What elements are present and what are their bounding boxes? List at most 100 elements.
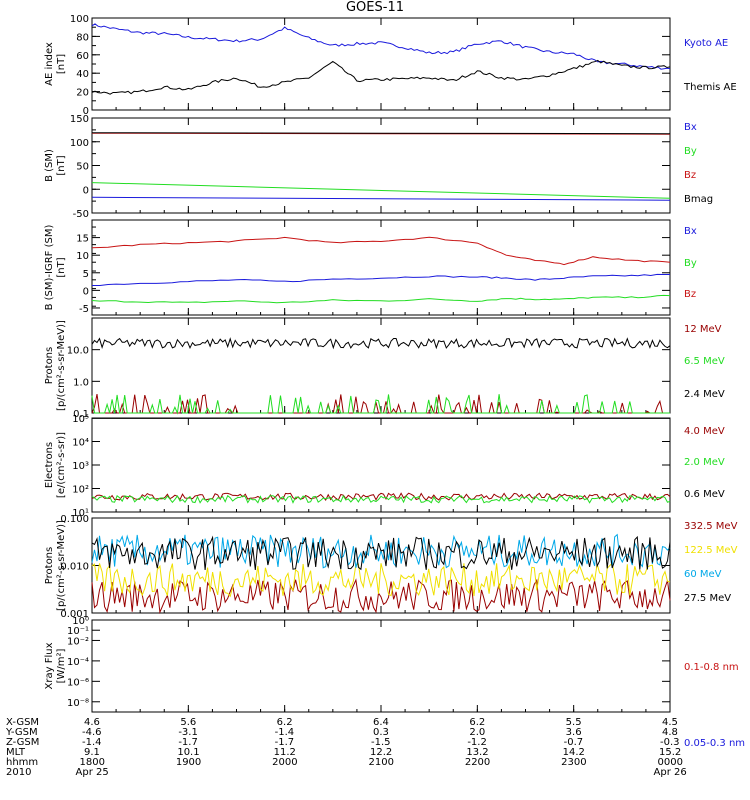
legend-entry: 332.5 MeV [684, 521, 738, 532]
ephemeris-cell: -1.7 [178, 737, 198, 748]
series-line [91, 132, 671, 135]
y-tick-label: 50 [76, 162, 89, 173]
panel-frame [91, 317, 671, 414]
ephemeris-cell: Apr 25 [75, 767, 109, 778]
y-tick-label: 10⁴ [72, 438, 89, 449]
y-tick-label: 10² [72, 485, 89, 496]
ephemeris-cell: -1.4 [82, 737, 102, 748]
series-line [91, 236, 671, 266]
y-tick-label: 10⁻⁶ [67, 677, 89, 688]
y-axis-label: Protons [44, 347, 55, 384]
y-tick-label: 0.1 [73, 409, 89, 420]
series-line [91, 494, 671, 504]
y-axis-label: Xray Flux [44, 642, 55, 689]
ephemeris-cell: 14.2 [562, 747, 585, 758]
ephemeris-cell: 4.6 [84, 717, 100, 728]
legend-entry: By [684, 258, 697, 269]
ephemeris-cell: 9.1 [84, 747, 100, 758]
legend-entry: 6.5 MeV [684, 356, 725, 367]
ephemeris-cell: -1.4 [274, 727, 295, 738]
legend-entry: 60 MeV [684, 569, 722, 580]
y-tick-label: 0.010 [60, 562, 89, 573]
series-line [91, 182, 671, 199]
page-title: GOES-11 [345, 0, 404, 15]
y-tick-label: 0.001 [60, 609, 89, 620]
y-axis-label: AE index [44, 42, 55, 86]
ephemeris-cell: 0.3 [373, 727, 389, 738]
legend-entry: 27.5 MeV [684, 593, 732, 604]
y-tick-label: 10³ [72, 461, 89, 472]
y-tick-label: 20 [76, 88, 89, 99]
panel-frame [91, 17, 671, 111]
y-tick-label: 10.0 [67, 346, 89, 357]
y-axis-label: [p/(cm²-s-sr-MeV)] [56, 320, 67, 411]
ephemeris-cell: 2300 [561, 757, 587, 768]
series-line [91, 196, 671, 201]
ephemeris-row-label: hhmm [6, 757, 39, 768]
legend-entry: Themis AE [684, 82, 737, 93]
legend-entry: Kyoto AE [684, 38, 729, 49]
ephemeris-cell: 1800 [79, 757, 105, 768]
y-axis-label: B (SM)-IGRF (SM) [44, 225, 55, 311]
series-line [92, 273, 670, 286]
y-tick-label: 100 [70, 14, 89, 25]
ephemeris-cell: 6.4 [373, 717, 389, 728]
y-tick-label: 10⁻¹ [67, 626, 89, 637]
ephemeris-cell: 0000 [657, 757, 683, 768]
ephemeris-cell: 4.5 [662, 717, 678, 728]
y-axis-label: Protons [44, 547, 55, 584]
ephemeris-cell: -3.1 [178, 727, 198, 738]
y-tick-label: 15 [76, 234, 89, 245]
legend-entry: Bz [684, 289, 697, 300]
ephemeris-cell: Apr 26 [653, 767, 687, 778]
legend-entry: 2.4 MeV [684, 389, 725, 400]
y-tick-label: 0 [83, 286, 89, 297]
series-line [91, 23, 671, 70]
ephemeris-cell: -4.6 [82, 727, 102, 738]
ephemeris-cell: 3.6 [565, 727, 582, 738]
ephemeris-row-label: 2010 [6, 767, 32, 778]
y-tick-label: 0 [83, 185, 89, 196]
y-axis-label: [nT] [56, 54, 67, 74]
series-line [91, 337, 671, 350]
ephemeris-cell: 6.2 [469, 717, 486, 728]
ephemeris-cell: 2100 [368, 757, 394, 768]
ephemeris-cell: 5.5 [565, 717, 582, 728]
legend-entry: 4.0 MeV [684, 426, 725, 437]
y-axis-label: Electrons [44, 442, 55, 488]
ephemeris-cell: 13.2 [466, 747, 489, 758]
y-axis-label: [nT] [56, 155, 67, 175]
legend-entry: Bx [684, 226, 697, 237]
legend-entry: Bmag [684, 194, 714, 205]
legend-entry: 12 MeV [684, 324, 722, 335]
y-tick-label: 0.100 [60, 514, 89, 525]
legend-entry: 0.1-0.8 nm [684, 662, 739, 673]
series-line [91, 59, 671, 95]
ephemeris-row-label: MLT [6, 747, 25, 758]
ephemeris-cell: 11.2 [273, 747, 296, 758]
y-tick-label: 10¹ [72, 508, 89, 519]
y-axis-label: [W/m²] [56, 648, 67, 683]
y-tick-label: -50 [73, 209, 89, 220]
ephemeris-row-label: Z-GSM [6, 737, 40, 748]
legend-entry: Bx [684, 122, 697, 133]
ephemeris-cell: -1.2 [467, 737, 487, 748]
ephemeris-cell: -0.7 [563, 737, 584, 748]
y-tick-label: 40 [76, 69, 89, 80]
y-axis-label: B (SM) [44, 149, 55, 182]
series-line [91, 294, 671, 304]
ephemeris-cell: -1.7 [274, 737, 295, 748]
legend-entry: 2.0 MeV [684, 457, 725, 468]
y-tick-label: 10⁰ [72, 616, 89, 627]
ephemeris-cell: 5.6 [180, 717, 197, 728]
y-tick-label: 10⁻⁸ [67, 698, 89, 709]
ephemeris-cell: 2200 [464, 757, 491, 768]
y-tick-label: 10 [76, 251, 89, 262]
y-tick-label: 1.0 [73, 377, 89, 388]
ephemeris-cell: 10.1 [177, 747, 200, 758]
y-axis-label: [nT] [56, 257, 67, 277]
series-line [91, 394, 670, 415]
ephemeris-cell: 6.2 [276, 717, 293, 728]
series-line [91, 562, 671, 598]
